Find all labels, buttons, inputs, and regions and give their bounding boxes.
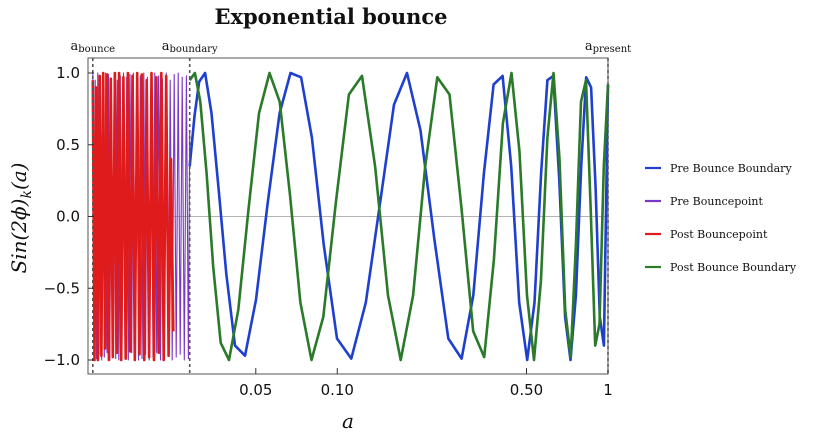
marker-label-subscript: boundary — [170, 44, 218, 55]
y-tick-label: −1.0 — [44, 351, 80, 369]
y-axis-title-arg: (a) — [7, 163, 31, 191]
series-layer — [91, 71, 610, 362]
series-line-4 — [188, 71, 610, 362]
ticks-layer: 0.05 0.10 0.50 1 1.0 0.5 0.0 −0.5 −1.0 — [44, 64, 613, 399]
y-tick-label: 1.0 — [56, 64, 80, 82]
legend-label-3: Post Bouncepoint — [670, 228, 768, 241]
marker-label-base: a — [71, 39, 79, 54]
marker-label-present: apresent — [585, 39, 631, 55]
marker-label-boundary: aboundary — [162, 39, 218, 55]
marker-label-bounce: abounce — [71, 39, 116, 55]
chart-title: Exponential bounce — [214, 4, 447, 29]
legend-label-4: Post Bounce Boundary — [670, 261, 797, 274]
y-tick-label: −0.5 — [44, 279, 80, 297]
marker-label-subscript: bounce — [78, 44, 115, 55]
y-axis-title: Sin(2ϕ)k(a) — [7, 163, 35, 274]
x-tick-label: 1 — [603, 381, 613, 399]
x-axis-title: a — [342, 409, 354, 433]
series-line-3 — [91, 71, 175, 362]
legend-label-2: Pre Bouncepoint — [670, 195, 763, 208]
x-tick-label: 0.50 — [510, 381, 543, 399]
y-tick-label: 0.0 — [56, 208, 80, 226]
x-tick-label: 0.05 — [239, 381, 272, 399]
y-axis-title-main: Sin(2ϕ) — [7, 199, 31, 274]
marker-label-subscript: present — [593, 44, 632, 55]
marker-label-base: a — [585, 39, 593, 54]
y-axis-title-text: Sin(2ϕ)k(a) — [7, 163, 35, 274]
marker-label-base: a — [162, 39, 170, 54]
legend: Pre Bounce Boundary Pre Bouncepoint Post B… — [645, 162, 797, 274]
legend-label-1: Pre Bounce Boundary — [670, 162, 792, 175]
y-axis-title-sub: k — [19, 190, 35, 198]
y-tick-label: 0.5 — [56, 136, 80, 154]
x-tick-label: 0.10 — [321, 381, 354, 399]
